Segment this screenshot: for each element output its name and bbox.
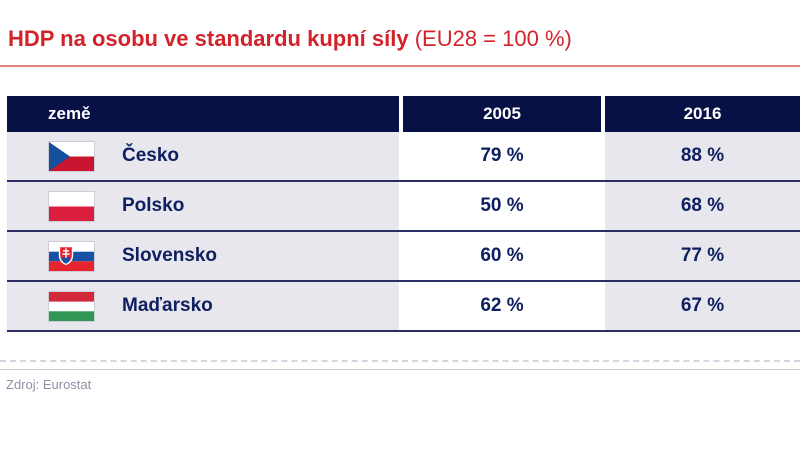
- value-2005: 79 %: [403, 132, 601, 180]
- country-cell: Maďarsko: [7, 282, 399, 330]
- slovakia-flag: [48, 240, 95, 272]
- czechia-flag: [48, 140, 95, 172]
- title-divider: [0, 65, 800, 67]
- value-2005: 60 %: [403, 232, 601, 280]
- country-name: Slovensko: [122, 245, 218, 266]
- table-row: Česko 79 % 88 %: [7, 132, 800, 182]
- country-cell: Česko: [7, 132, 399, 180]
- gdp-table: země 2005 2016 Česko 79 % 88 % Polsko 50…: [7, 96, 800, 332]
- header-2016: 2016: [605, 96, 800, 132]
- poland-flag: [48, 190, 95, 222]
- table-row: Polsko 50 % 68 %: [7, 182, 800, 232]
- header-2005: 2005: [403, 96, 601, 132]
- page-title: HDP na osobu ve standardu kupní síly (EU…: [0, 0, 800, 52]
- country-name: Polsko: [122, 195, 185, 216]
- table-row: Slovensko 60 % 77 %: [7, 232, 800, 282]
- table-header-row: země 2005 2016: [7, 96, 800, 132]
- title-main: HDP na osobu ve standardu kupní síly: [8, 26, 409, 51]
- value-2016: 68 %: [605, 182, 800, 230]
- dashed-divider: [0, 360, 800, 362]
- value-2016: 88 %: [605, 132, 800, 180]
- hungary-flag: [48, 290, 95, 322]
- table-row: Maďarsko 62 % 67 %: [7, 282, 800, 332]
- footer-divider: [0, 369, 800, 370]
- title-suffix: (EU28 = 100 %): [408, 26, 572, 51]
- country-cell: Slovensko: [7, 232, 399, 280]
- country-name: Maďarsko: [122, 295, 213, 316]
- source-note: Zdroj: Eurostat: [6, 377, 92, 392]
- country-cell: Polsko: [7, 182, 399, 230]
- value-2005: 50 %: [403, 182, 601, 230]
- table-body: Česko 79 % 88 % Polsko 50 % 68 % Slovens…: [7, 132, 800, 332]
- value-2016: 77 %: [605, 232, 800, 280]
- header-country: země: [7, 96, 399, 132]
- country-name: Česko: [122, 145, 180, 166]
- value-2016: 67 %: [605, 282, 800, 330]
- value-2005: 62 %: [403, 282, 601, 330]
